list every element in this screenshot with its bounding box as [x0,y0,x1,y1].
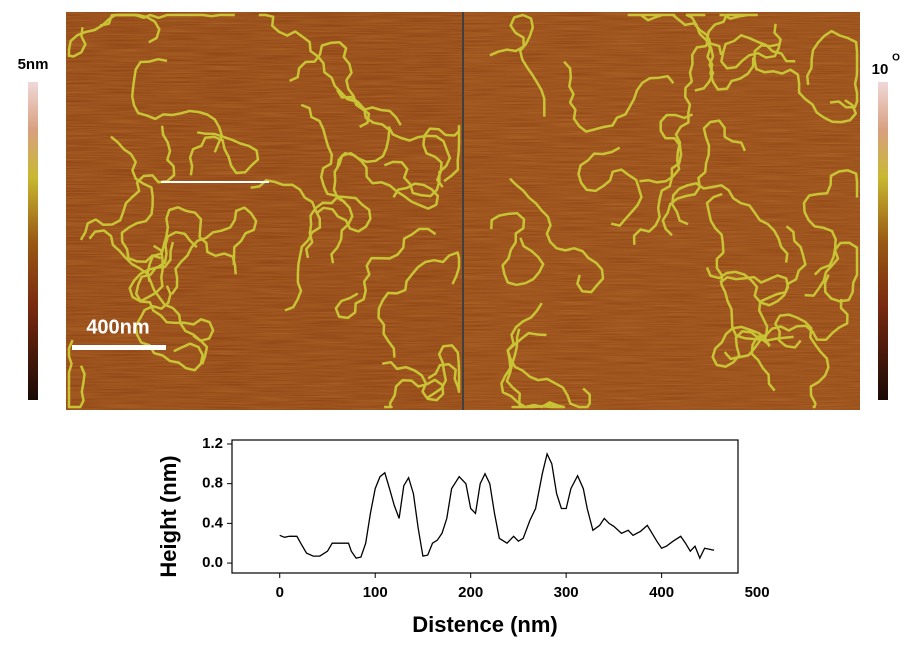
phase-colorbar-unit: O [892,53,900,64]
image-texture [464,12,860,410]
scale-bar [72,345,166,350]
y-tick-label: 1.2 [202,435,223,452]
x-tick-label: 0 [276,584,284,601]
profile-line [280,454,714,558]
x-tick-label: 400 [649,584,674,601]
y-tick-label: 0.4 [202,514,224,531]
x-tick-label: 500 [745,584,770,601]
phase-colorbar-label: 10 [872,61,889,78]
height-colorbar [28,82,38,400]
x-axis-label: Distence (nm) [412,612,557,637]
height-colorbar-label: 5nm [18,56,49,73]
y-axis-label: Height (nm) [156,455,181,577]
y-tick-label: 0.0 [202,554,223,571]
image-texture [66,12,462,410]
x-tick-label: 100 [363,584,388,601]
phase-colorbar [878,82,888,400]
scale-bar-label: 400nm [86,316,149,338]
y-tick-label: 0.8 [202,475,223,492]
figure: 400nm 5nm 10 O 0.0 0.4 0.8 1.2 0 100 200 300 400… [0,0,906,641]
x-tick-label: 300 [554,584,579,601]
x-tick-label: 200 [458,584,483,601]
profile-chart: 0.0 0.4 0.8 1.2 0 100 200 300 400 500 Distence (nm… [156,435,770,637]
